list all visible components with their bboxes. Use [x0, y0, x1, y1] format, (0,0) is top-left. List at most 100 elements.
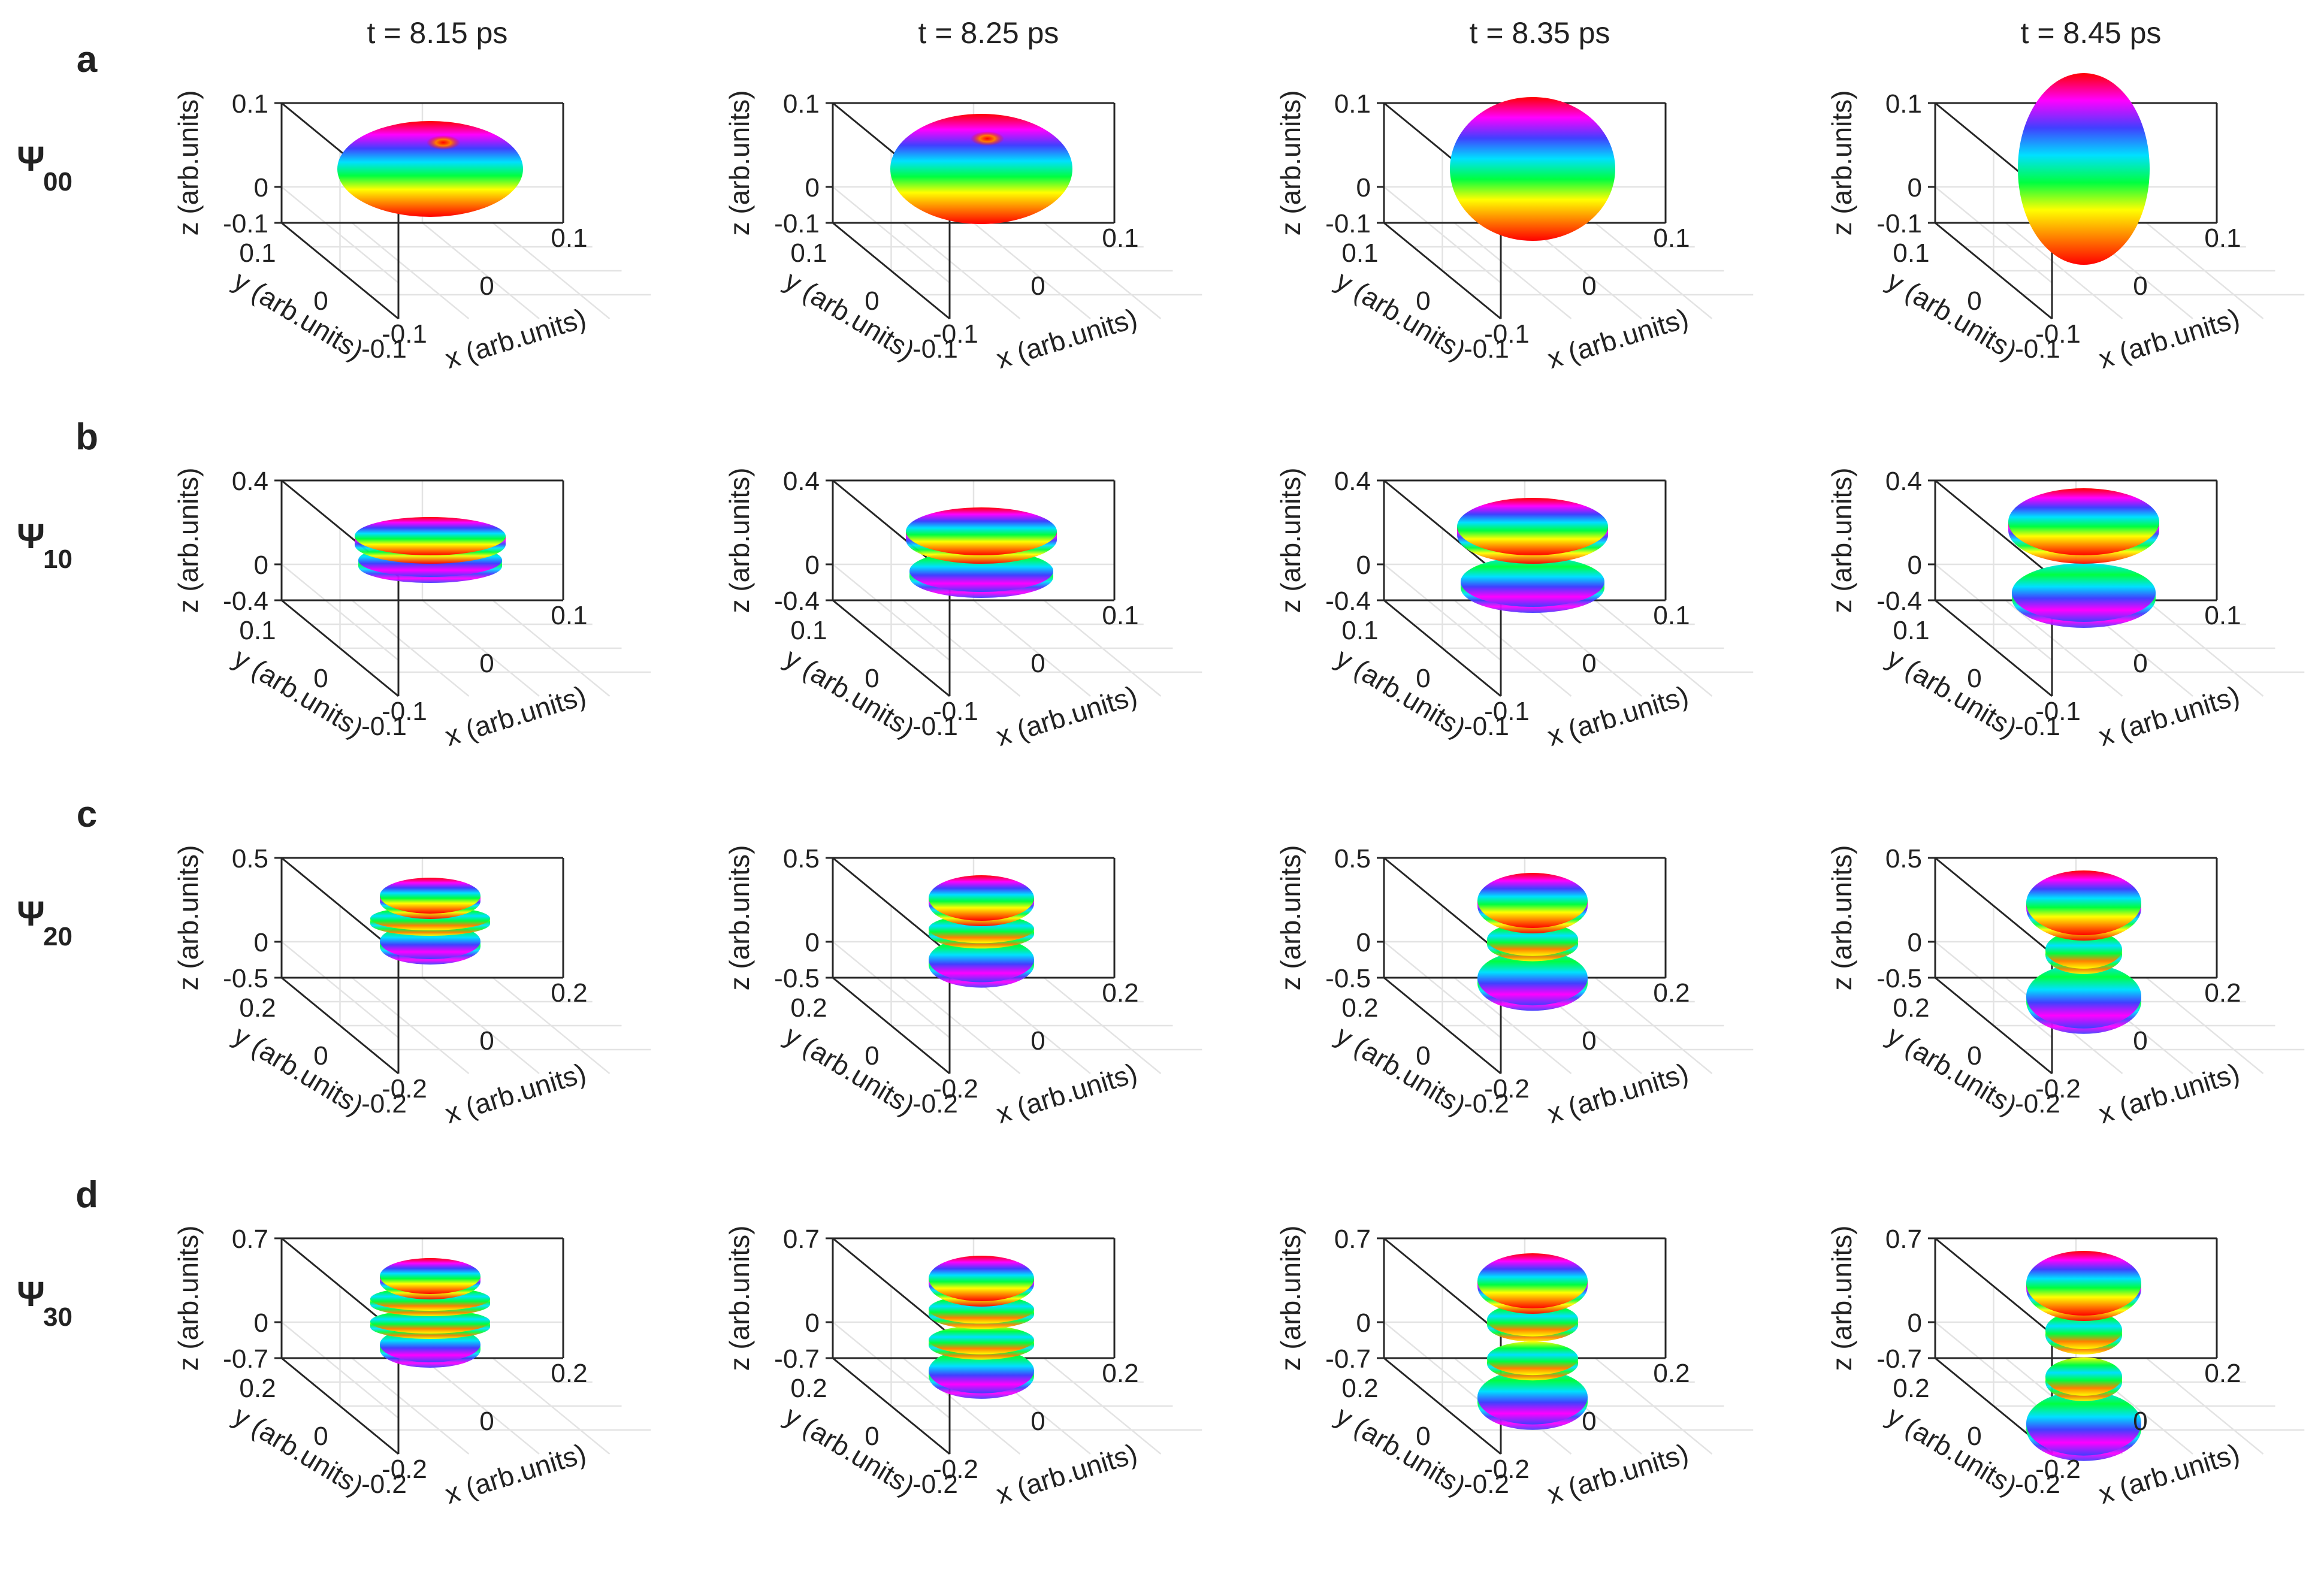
z-tick-label: 0.5 — [1334, 844, 1371, 873]
z-tick-label: 0 — [1356, 173, 1371, 202]
y-axis-label: y (arb.units) — [1882, 1019, 2023, 1121]
y-tick-label: 0 — [1967, 1422, 1981, 1451]
z-axis-label: z (arb.units) — [173, 845, 204, 991]
x-tick-label: 0.1 — [1102, 223, 1138, 253]
lobe — [370, 1310, 490, 1334]
wavefunction-lobes — [906, 507, 1057, 598]
x-tick-label: 0.2 — [1102, 978, 1138, 1008]
z-axis-label: z (arb.units) — [1826, 468, 1857, 613]
y-tick-label: 0 — [865, 286, 879, 316]
z-tick-label: -0.7 — [223, 1344, 268, 1374]
axis-grid — [832, 480, 1202, 697]
lobe — [1477, 1253, 1588, 1308]
plot-panel-c1: 0.50-0.50.20-0.2-0.200.2z (arb.units)y (… — [173, 844, 651, 1129]
z-axis-label: z (arb.units) — [1826, 1226, 1857, 1371]
y-tick-label: 0.2 — [1893, 993, 1929, 1023]
y-axis-label: y (arb.units) — [228, 1399, 369, 1501]
lobe — [1477, 1369, 1588, 1425]
z-axis-label: z (arb.units) — [724, 845, 755, 991]
y-tick-label: 0.1 — [1341, 238, 1378, 268]
lobe-highlight — [971, 131, 1004, 146]
plot-panel-b3: 0.40-0.40.10-0.1-0.100.1z (arb.units)y (… — [1275, 467, 1754, 752]
x-axis-label: x (arb.units) — [1544, 1437, 1692, 1510]
z-tick-label: -0.7 — [1876, 1344, 1922, 1374]
psi-symbol: Ψ — [17, 517, 45, 556]
z-tick-label: 0 — [1356, 928, 1371, 957]
y-axis-label: y (arb.units) — [779, 1399, 920, 1501]
x-axis-label: x (arb.units) — [993, 1057, 1141, 1129]
x-axis-label: x (arb.units) — [2095, 679, 2243, 752]
wavefunction-lobes — [2026, 1251, 2141, 1461]
y-tick-label: 0.1 — [239, 616, 276, 645]
state-subscript: 10 — [43, 545, 72, 574]
x-tick-label: -0.1 — [933, 319, 978, 349]
x-tick-label: 0.1 — [2204, 601, 2241, 630]
axis-box — [1934, 857, 2218, 1075]
x-axis-label: x (arb.units) — [993, 302, 1141, 374]
z-tick-label: -0.1 — [774, 209, 820, 238]
z-axis-label: z (arb.units) — [724, 1226, 755, 1371]
axis-grid — [281, 103, 651, 319]
x-tick-label: 0 — [2133, 1026, 2147, 1056]
wavefunction-lobes — [890, 114, 1072, 224]
z-tick-label: 0 — [254, 173, 268, 202]
lobe — [2026, 1251, 2141, 1316]
x-tick-label: 0 — [479, 1026, 494, 1056]
y-tick-label: -0.2 — [912, 1089, 958, 1118]
z-tick-label: -0.7 — [774, 1344, 820, 1374]
column-time-labels: t = 8.15 ps t = 8.25 ps t = 8.35 ps t = 8.4… — [367, 16, 2162, 50]
x-tick-label: 0.1 — [551, 223, 587, 253]
x-tick-label: 0 — [2133, 1407, 2147, 1436]
z-tick-label: 0 — [254, 928, 268, 957]
panel-letter: b — [75, 416, 98, 458]
x-tick-label: 0 — [1030, 1026, 1045, 1056]
x-tick-label: 0.2 — [551, 978, 587, 1008]
y-axis-label: y (arb.units) — [228, 642, 369, 743]
y-tick-label: 0.1 — [790, 238, 827, 268]
time-label-4: t = 8.45 ps — [2021, 16, 2162, 50]
x-tick-label: -0.1 — [1484, 697, 1530, 726]
x-tick-label: 0.1 — [1653, 223, 1690, 253]
y-tick-label: 0 — [1416, 1041, 1430, 1071]
y-tick-label: -0.1 — [912, 334, 958, 364]
time-label-3: t = 8.35 ps — [1470, 16, 1610, 50]
x-axis-label: x (arb.units) — [993, 679, 1141, 752]
lobe — [2026, 870, 2141, 935]
y-tick-label: 0 — [1967, 286, 1981, 316]
wavefunction-lobes — [2018, 73, 2150, 265]
axis-box — [280, 479, 564, 697]
z-tick-label: 0.7 — [232, 1225, 268, 1254]
state-label: Ψ20 — [17, 894, 72, 951]
axis-grid — [832, 858, 1202, 1074]
lobe — [380, 1258, 480, 1294]
y-tick-label: -0.1 — [1464, 334, 1509, 364]
y-tick-label: -0.2 — [2015, 1089, 2060, 1118]
x-axis-label: x (arb.units) — [442, 1437, 590, 1510]
lobe — [2018, 73, 2150, 265]
lobe — [2026, 1390, 2141, 1456]
x-tick-label: 0 — [1582, 649, 1596, 678]
z-tick-label: 0.1 — [232, 89, 268, 119]
z-tick-label: -0.4 — [1325, 587, 1371, 616]
lobe — [929, 1347, 1034, 1393]
x-axis-label: x (arb.units) — [2095, 1057, 2243, 1129]
x-tick-label: -0.1 — [382, 697, 427, 726]
y-tick-label: 0.2 — [1893, 1374, 1929, 1403]
z-tick-label: 0.5 — [1885, 844, 1922, 873]
x-tick-label: 0.2 — [2204, 978, 2241, 1008]
x-tick-label: -0.2 — [382, 1455, 427, 1484]
state-label: Ψ10 — [17, 517, 72, 574]
x-tick-label: 0 — [1030, 271, 1045, 301]
x-tick-label: 0 — [479, 649, 494, 678]
lobe — [337, 121, 523, 217]
axis-box — [832, 102, 1116, 320]
x-axis-label: x (arb.units) — [442, 302, 590, 374]
z-tick-label: 0 — [254, 1308, 268, 1338]
axis-box — [832, 857, 1116, 1075]
lobe — [1450, 97, 1615, 241]
x-tick-label: -0.1 — [933, 697, 978, 726]
lobe — [2012, 563, 2156, 622]
z-tick-label: -0.1 — [223, 209, 268, 238]
plot-panel-a3: 0.10-0.10.10-0.1-0.100.1z (arb.units)y (… — [1275, 89, 1754, 374]
y-tick-label: 0.1 — [1341, 616, 1378, 645]
